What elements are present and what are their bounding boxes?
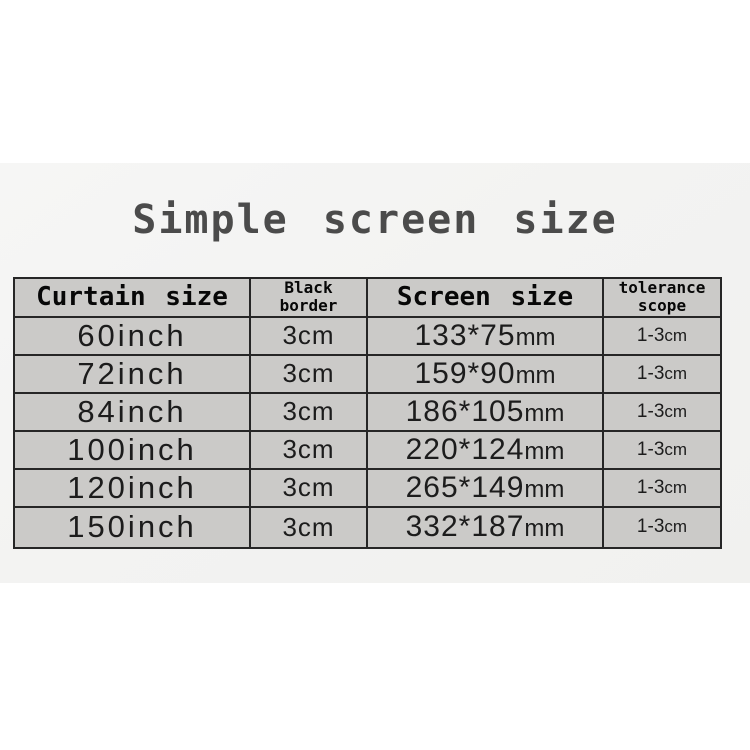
black-border-cell: 3cm	[249, 467, 368, 508]
screen-size-unit: mm	[524, 437, 565, 465]
screen-size-value: 220*124	[405, 432, 525, 466]
table-row: 100inch 3cm 220*124mm 1-3cm	[13, 429, 722, 470]
curtain-size-cell: 100inch	[13, 429, 251, 470]
screen-size-cell: 220*124mm	[366, 429, 604, 470]
curtain-size-cell: 84inch	[13, 391, 251, 432]
tolerance-cell: 1-3cm	[602, 315, 722, 356]
table-row: 150inch 3cm 332*187mm 1-3cm	[13, 505, 722, 549]
screen-size-unit: mm	[515, 323, 556, 351]
screen-size-unit: mm	[524, 515, 565, 543]
table-row: 60inch 3cm 133*75mm 1-3cm	[13, 315, 722, 356]
tolerance-unit: cm	[664, 517, 688, 537]
table-header-row: Curtain size Black border Screen size to…	[13, 277, 722, 318]
tolerance-unit: cm	[664, 363, 688, 383]
tolerance-value: 1-3	[636, 362, 665, 384]
black-border-cell: 3cm	[249, 391, 368, 432]
screen-size-table: Curtain size Black border Screen size to…	[13, 277, 722, 549]
col-header-screen-size: Screen size	[366, 277, 604, 318]
tolerance-cell: 1-3cm	[602, 353, 722, 394]
black-border-cell: 3cm	[249, 353, 368, 394]
screen-size-value: 133*75	[414, 318, 516, 352]
curtain-size-cell: 150inch	[13, 505, 251, 549]
screen-size-cell: 332*187mm	[366, 505, 604, 549]
tolerance-unit: cm	[664, 325, 688, 345]
tolerance-cell: 1-3cm	[602, 467, 722, 508]
tolerance-value: 1-3	[636, 438, 665, 460]
screen-size-value: 332*187	[405, 510, 525, 544]
tolerance-value: 1-3	[636, 400, 665, 422]
tolerance-value: 1-3	[636, 516, 665, 538]
tolerance-value: 1-3	[636, 324, 665, 346]
col-header-black-border: Black border	[249, 277, 368, 318]
screen-size-cell: 186*105mm	[366, 391, 604, 432]
screen-size-value: 186*105	[405, 394, 525, 428]
curtain-size-cell: 120inch	[13, 467, 251, 508]
screen-size-cell: 265*149mm	[366, 467, 604, 508]
tolerance-cell: 1-3cm	[602, 429, 722, 470]
table-row: 120inch 3cm 265*149mm 1-3cm	[13, 467, 722, 508]
col-header-tolerance-scope: tolerance scope	[602, 277, 722, 318]
screen-size-unit: mm	[515, 361, 556, 389]
curtain-size-cell: 60inch	[13, 315, 251, 356]
tolerance-cell: 1-3cm	[602, 505, 722, 549]
screen-size-cell: 159*90mm	[366, 353, 604, 394]
screen-size-value: 159*90	[414, 356, 516, 390]
black-border-cell: 3cm	[249, 429, 368, 470]
screen-size-unit: mm	[524, 399, 565, 427]
tolerance-value: 1-3	[636, 476, 665, 498]
tolerance-unit: cm	[664, 439, 688, 459]
black-border-cell: 3cm	[249, 505, 368, 549]
table-row: 72inch 3cm 159*90mm 1-3cm	[13, 353, 722, 394]
curtain-size-cell: 72inch	[13, 353, 251, 394]
page-title: Simple screen size	[132, 197, 618, 243]
screen-size-value: 265*149	[405, 470, 525, 504]
tolerance-unit: cm	[664, 477, 688, 497]
col-header-curtain-size: Curtain size	[13, 277, 251, 318]
screen-size-cell: 133*75mm	[366, 315, 604, 356]
tolerance-unit: cm	[664, 401, 688, 421]
table-row: 84inch 3cm 186*105mm 1-3cm	[13, 391, 722, 432]
tolerance-cell: 1-3cm	[602, 391, 722, 432]
screen-size-unit: mm	[524, 475, 565, 503]
black-border-cell: 3cm	[249, 315, 368, 356]
